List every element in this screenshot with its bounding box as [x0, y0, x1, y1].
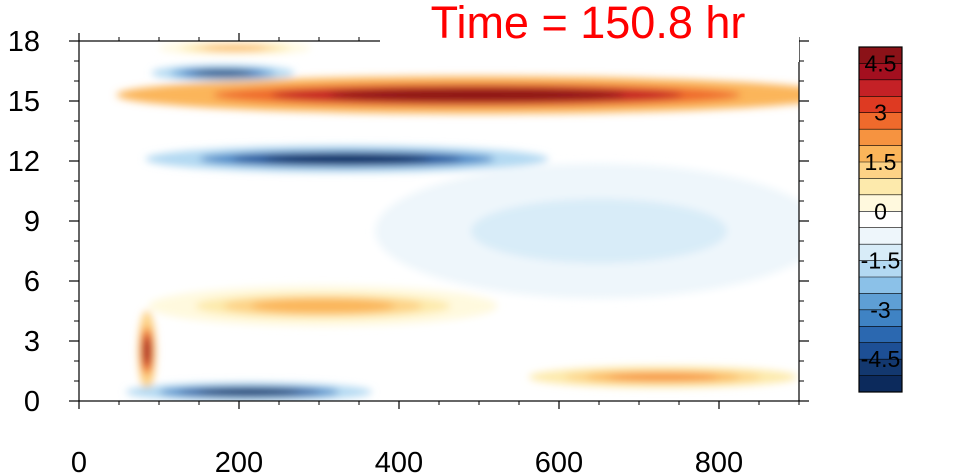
y-tick-label: 9 — [24, 206, 40, 238]
y-tick-label: 12 — [8, 146, 40, 178]
heatmap-field — [79, 41, 799, 401]
y-tick-label: 0 — [24, 386, 40, 418]
x-tick-label: 400 — [375, 447, 423, 473]
colorbar-frame — [858, 46, 903, 393]
colorbar-cell — [859, 112, 902, 130]
colorbar-cell — [859, 47, 902, 64]
y-tick-label: 3 — [24, 326, 40, 358]
chart-title: Time = 150.8 hr — [431, 0, 746, 48]
x-tick-label: 800 — [695, 447, 743, 473]
heatmap-feature-8 — [507, 208, 691, 254]
heatmap-feature-5 — [198, 388, 300, 396]
colorbar-cell — [859, 342, 902, 360]
heatmap-feature-3 — [203, 45, 267, 51]
y-tick-label: 6 — [24, 266, 40, 298]
colorbar-cell — [859, 145, 902, 163]
colorbar-cell — [859, 211, 902, 229]
colorbar-label: 3 — [874, 100, 887, 126]
colorbar-cell — [859, 359, 902, 376]
x-tick-label: 200 — [215, 447, 263, 473]
colorbar-cell — [859, 309, 902, 327]
colorbar-cell — [859, 293, 902, 311]
colorbar-cell — [859, 79, 902, 97]
colorbar-label: 4.5 — [865, 50, 897, 76]
colorbar-label: 1.5 — [865, 149, 897, 175]
colorbar-cell — [859, 162, 902, 179]
colorbar-label: -3 — [870, 297, 890, 323]
colorbar-cell — [859, 178, 902, 196]
heatmap-feature-0 — [328, 88, 626, 102]
heatmap-feature-4 — [143, 337, 151, 365]
heatmap-feature-2 — [193, 70, 253, 76]
title-box — [380, 0, 799, 62]
colorbar-cell — [859, 260, 902, 278]
heatmap-feature-1 — [264, 154, 430, 164]
heatmap-feature-6 — [251, 299, 395, 313]
colorbar-cell — [859, 277, 902, 294]
colorbar-cell — [859, 96, 902, 114]
colorbar: 4.5 3 1.5 0 -1.5 -3 -4.5 — [858, 46, 903, 393]
x-tick-label: 600 — [535, 447, 583, 473]
colorbar-cell — [859, 244, 902, 261]
colorbar-label: -4.5 — [861, 346, 901, 372]
colorbar-label: -1.5 — [861, 248, 901, 274]
colorbar-cell — [859, 129, 902, 146]
colorbar-label: 0 — [874, 198, 887, 224]
x-tick-label: 0 — [71, 447, 87, 473]
colorbar-cell — [859, 375, 902, 393]
colorbar-cell — [859, 326, 902, 344]
colorbar-cell — [859, 63, 902, 81]
y-tick-label: 18 — [8, 26, 40, 58]
heatmap-feature-7 — [607, 373, 719, 381]
colorbar-cell — [859, 227, 902, 245]
y-tick-label: 15 — [8, 86, 40, 118]
colorbar-cell — [859, 194, 902, 212]
